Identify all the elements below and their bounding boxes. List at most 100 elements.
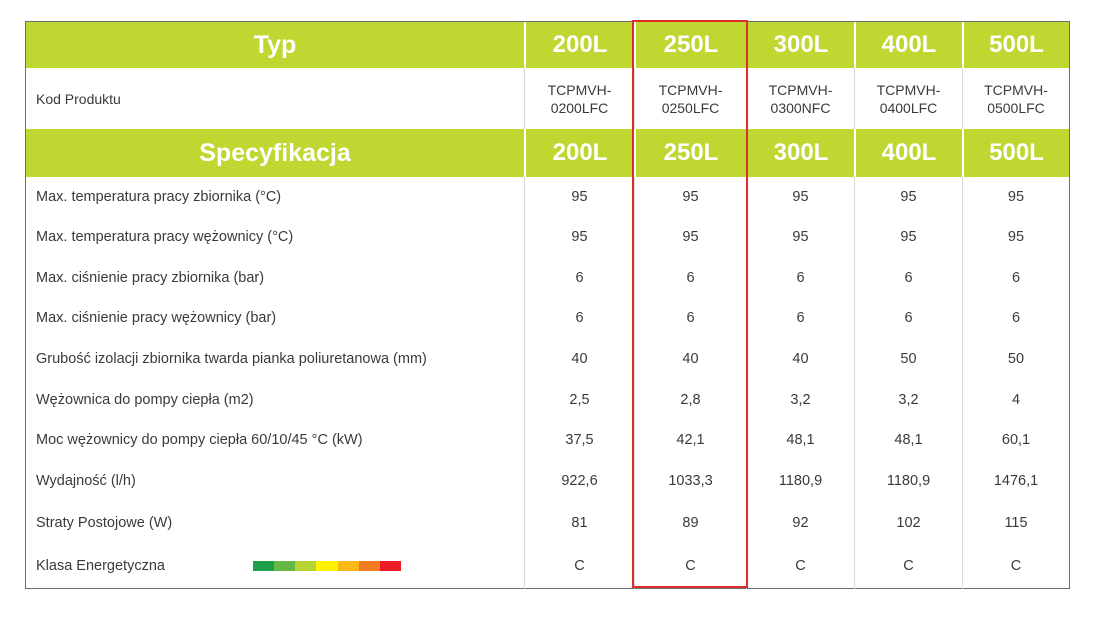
typ-volume-250: 250L (634, 22, 746, 68)
spec-volume-200: 200L (524, 129, 634, 177)
typ-header: Typ (253, 30, 297, 59)
row-value: 50 (962, 338, 1069, 379)
row-value: 37,5 (524, 420, 634, 460)
row-value: 4 (962, 379, 1069, 420)
product-code-500: TCPMVH- 0500LFC (962, 68, 1069, 129)
row-value: 42,1 (634, 420, 746, 460)
row-value: 6 (962, 257, 1069, 298)
row-value: C (524, 543, 634, 589)
row-value: 2,8 (634, 379, 746, 420)
row-label: Moc wężownicy do pompy ciepła 60/10/45 °… (36, 432, 363, 448)
table-row: Moc wężownicy do pompy ciepła 60/10/45 °… (26, 420, 1069, 460)
table-row: Straty Postojowe (W) 81 89 92 102 115 (26, 502, 1069, 543)
spec-volume-400: 400L (854, 129, 962, 177)
row-value: 95 (746, 217, 854, 257)
energy-scale-bar (253, 561, 401, 571)
row-label: Max. ciśnienie pracy wężownicy (bar) (36, 310, 277, 326)
row-value: 60,1 (962, 420, 1069, 460)
table-row: Wydajność (l/h) 922,6 1033,3 1180,9 1180… (26, 460, 1069, 502)
row-label: Klasa Energetyczna (26, 543, 524, 589)
row-value: 6 (746, 298, 854, 338)
product-code-label: Kod Produktu (36, 90, 121, 107)
row-value: 50 (854, 338, 962, 379)
energy-scale-segment (295, 561, 317, 571)
row-value: C (854, 543, 962, 589)
energy-scale-segment (316, 561, 338, 571)
row-value: 95 (854, 177, 962, 217)
row-value: 2,5 (524, 379, 634, 420)
row-value: 6 (854, 257, 962, 298)
typ-volume-400: 400L (854, 22, 962, 68)
row-value: 95 (524, 217, 634, 257)
row-value: 6 (634, 298, 746, 338)
table-row: Wężownica do pompy ciepła (m2) 2,5 2,8 3… (26, 379, 1069, 420)
typ-volume-500: 500L (962, 22, 1069, 68)
row-value: 102 (854, 502, 962, 543)
row-value: C (962, 543, 1069, 589)
row-label: Grubość izolacji zbiornika twarda pianka… (36, 350, 427, 367)
row-value: 48,1 (854, 420, 962, 460)
energy-class-label: Klasa Energetyczna (36, 558, 165, 574)
header-row-specyfikacja: Specyfikacja 200L 250L 300L 400L 500L (26, 129, 1069, 177)
row-value: 115 (962, 502, 1069, 543)
row-label: Wężownica do pompy ciepła (m2) (36, 391, 254, 408)
energy-scale-segment (253, 561, 275, 571)
row-value: C (634, 543, 746, 589)
row-value: 6 (962, 298, 1069, 338)
row-value: 48,1 (746, 420, 854, 460)
row-value: 6 (524, 298, 634, 338)
row-value: 6 (634, 257, 746, 298)
table-row: Max. ciśnienie pracy zbiornika (bar) 6 6… (26, 257, 1069, 298)
row-value: 95 (634, 177, 746, 217)
typ-volume-200: 200L (524, 22, 634, 68)
product-code-row: Kod Produktu TCPMVH- 0200LFC TCPMVH- 0250L… (26, 68, 1069, 129)
row-value: 922,6 (524, 460, 634, 502)
row-value: 95 (854, 217, 962, 257)
table-row: Grubość izolacji zbiornika twarda pianka… (26, 338, 1069, 379)
row-value: 1180,9 (746, 460, 854, 502)
row-value: 95 (746, 177, 854, 217)
energy-scale-segment (379, 561, 401, 571)
spec-volume-250: 250L (634, 129, 746, 177)
product-code-250: TCPMVH- 0250LFC (634, 68, 746, 129)
row-label: Max. temperatura pracy wężownicy (°C) (36, 229, 294, 245)
row-value: C (746, 543, 854, 589)
row-label: Straty Postojowe (W) (36, 514, 173, 531)
row-value: 1476,1 (962, 460, 1069, 502)
row-value: 92 (746, 502, 854, 543)
row-label: Wydajność (l/h) (36, 473, 136, 489)
row-value: 40 (524, 338, 634, 379)
row-value: 95 (962, 217, 1069, 257)
row-value: 6 (524, 257, 634, 298)
row-label: Max. ciśnienie pracy zbiornika (bar) (36, 269, 265, 286)
energy-scale-segment (274, 561, 296, 571)
row-value: 95 (962, 177, 1069, 217)
table-row: Max. temperatura pracy wężownicy (°C) 95… (26, 217, 1069, 257)
typ-volume-300: 300L (746, 22, 854, 68)
row-value: 6 (854, 298, 962, 338)
specyfikacja-header: Specyfikacja (199, 138, 351, 167)
spec-volume-300: 300L (746, 129, 854, 177)
product-code-300: TCPMVH- 0300NFC (746, 68, 854, 129)
spec-table: Typ 200L 250L 300L 400L 500L Kod Produkt… (25, 21, 1070, 589)
energy-scale-segment (337, 561, 359, 571)
product-code-400: TCPMVH- 0400LFC (854, 68, 962, 129)
row-value: 3,2 (746, 379, 854, 420)
energy-scale-segment (358, 561, 380, 571)
row-label: Max. temperatura pracy zbiornika (°C) (36, 189, 282, 205)
row-value: 1180,9 (854, 460, 962, 502)
row-value: 95 (634, 217, 746, 257)
product-code-200: TCPMVH- 0200LFC (524, 68, 634, 129)
row-value: 89 (634, 502, 746, 543)
header-row-typ: Typ 200L 250L 300L 400L 500L (26, 22, 1069, 68)
row-value: 6 (746, 257, 854, 298)
row-value: 40 (634, 338, 746, 379)
row-value: 81 (524, 502, 634, 543)
table-row: Max. ciśnienie pracy wężownicy (bar) 6 6… (26, 298, 1069, 338)
spec-volume-500: 500L (962, 129, 1069, 177)
row-value: 3,2 (854, 379, 962, 420)
table-row: Max. temperatura pracy zbiornika (°C) 95… (26, 177, 1069, 217)
row-value: 40 (746, 338, 854, 379)
table-row: Klasa Energetyczna C C C C C (26, 543, 1069, 589)
row-value: 1033,3 (634, 460, 746, 502)
